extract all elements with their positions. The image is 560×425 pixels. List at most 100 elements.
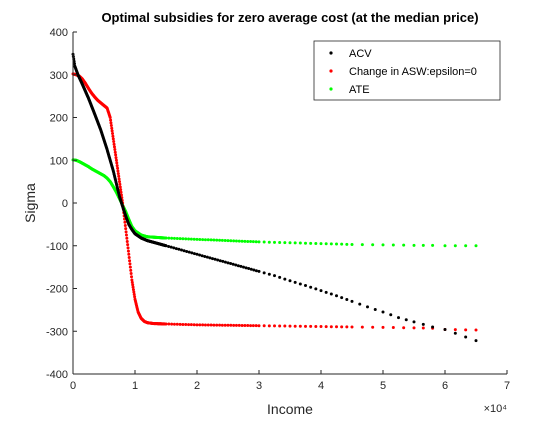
data-point — [201, 323, 205, 327]
data-point — [226, 323, 230, 327]
data-point — [127, 256, 131, 260]
data-point — [220, 238, 224, 242]
data-point — [118, 180, 121, 184]
series-layer — [71, 52, 478, 343]
data-point — [412, 326, 416, 330]
data-point — [421, 326, 425, 330]
data-point — [243, 239, 247, 243]
data-point — [402, 326, 406, 330]
data-point — [201, 238, 205, 242]
data-point — [324, 290, 328, 294]
data-point — [111, 134, 115, 138]
data-point — [329, 325, 333, 329]
y-tick-label: -200 — [46, 284, 68, 296]
x-tick-label: 5 — [380, 380, 386, 392]
data-point — [114, 153, 118, 157]
data-point — [252, 268, 256, 272]
data-point — [220, 323, 224, 327]
data-point — [474, 328, 478, 332]
data-point — [223, 239, 227, 242]
data-point — [215, 238, 219, 242]
data-point — [246, 239, 250, 243]
data-point — [249, 267, 253, 271]
data-point — [237, 239, 241, 243]
data-point — [249, 324, 253, 328]
data-point — [116, 166, 120, 170]
data-point — [218, 238, 222, 242]
data-point — [244, 266, 248, 270]
data-point — [133, 295, 137, 299]
data-point — [187, 323, 191, 327]
data-point — [192, 323, 196, 327]
data-point — [304, 324, 307, 328]
axes-layer: 0 1 2 3 4 5 6 7 -400 -300 -200 -100 0 100 200 300 400 — [46, 27, 510, 392]
data-point — [304, 284, 307, 288]
series-2 — [71, 158, 478, 248]
data-point — [262, 271, 266, 275]
data-point — [234, 239, 238, 243]
data-point — [169, 245, 173, 249]
y-tick-label: 400 — [50, 27, 68, 39]
data-point — [130, 278, 134, 282]
data-point — [283, 241, 287, 245]
data-point — [335, 294, 338, 298]
data-point — [184, 323, 188, 327]
data-point — [174, 247, 178, 251]
data-point — [132, 292, 136, 296]
data-point — [211, 257, 214, 261]
data-point — [350, 242, 354, 246]
data-point — [360, 243, 364, 247]
data-point — [125, 236, 129, 240]
data-point — [314, 324, 318, 328]
data-point — [123, 220, 127, 224]
data-point — [118, 182, 122, 186]
data-point — [216, 258, 220, 262]
data-point — [116, 172, 120, 176]
data-point — [117, 174, 121, 178]
data-point — [273, 324, 276, 328]
data-point — [131, 283, 135, 287]
data-point — [203, 254, 207, 258]
data-point — [198, 323, 202, 327]
data-point — [340, 325, 344, 329]
data-point — [257, 324, 261, 328]
data-point — [324, 325, 328, 329]
data-point — [251, 324, 255, 328]
data-point — [350, 325, 354, 329]
data-point — [195, 237, 199, 241]
data-point — [242, 265, 245, 269]
data-point — [124, 227, 128, 231]
data-point — [247, 267, 251, 271]
legend: ACV Change in ASW:epsilon=0 ATE — [313, 40, 501, 101]
data-point — [113, 148, 117, 152]
data-point — [350, 299, 354, 303]
data-point — [213, 257, 217, 261]
data-point — [182, 249, 186, 253]
y-tick-label: 300 — [50, 70, 68, 82]
data-point — [114, 158, 118, 162]
data-point — [240, 239, 244, 243]
data-point — [129, 268, 133, 272]
data-point — [232, 323, 236, 327]
data-point — [180, 248, 183, 252]
data-point — [177, 247, 181, 251]
data-point — [126, 243, 130, 247]
data-point — [474, 339, 478, 343]
data-point — [293, 241, 297, 245]
data-point — [254, 240, 258, 244]
y-tick-label: 0 — [62, 198, 68, 210]
data-point — [164, 236, 168, 240]
data-point — [72, 62, 76, 66]
data-point — [206, 323, 210, 327]
data-point — [115, 164, 119, 168]
data-point — [198, 253, 202, 257]
data-point — [293, 324, 297, 328]
data-point — [309, 324, 313, 328]
data-point — [178, 237, 182, 241]
data-point — [164, 322, 168, 326]
data-point — [246, 324, 250, 328]
data-point — [371, 243, 375, 247]
data-point — [114, 156, 118, 160]
data-point — [288, 279, 292, 283]
data-point — [431, 325, 435, 329]
